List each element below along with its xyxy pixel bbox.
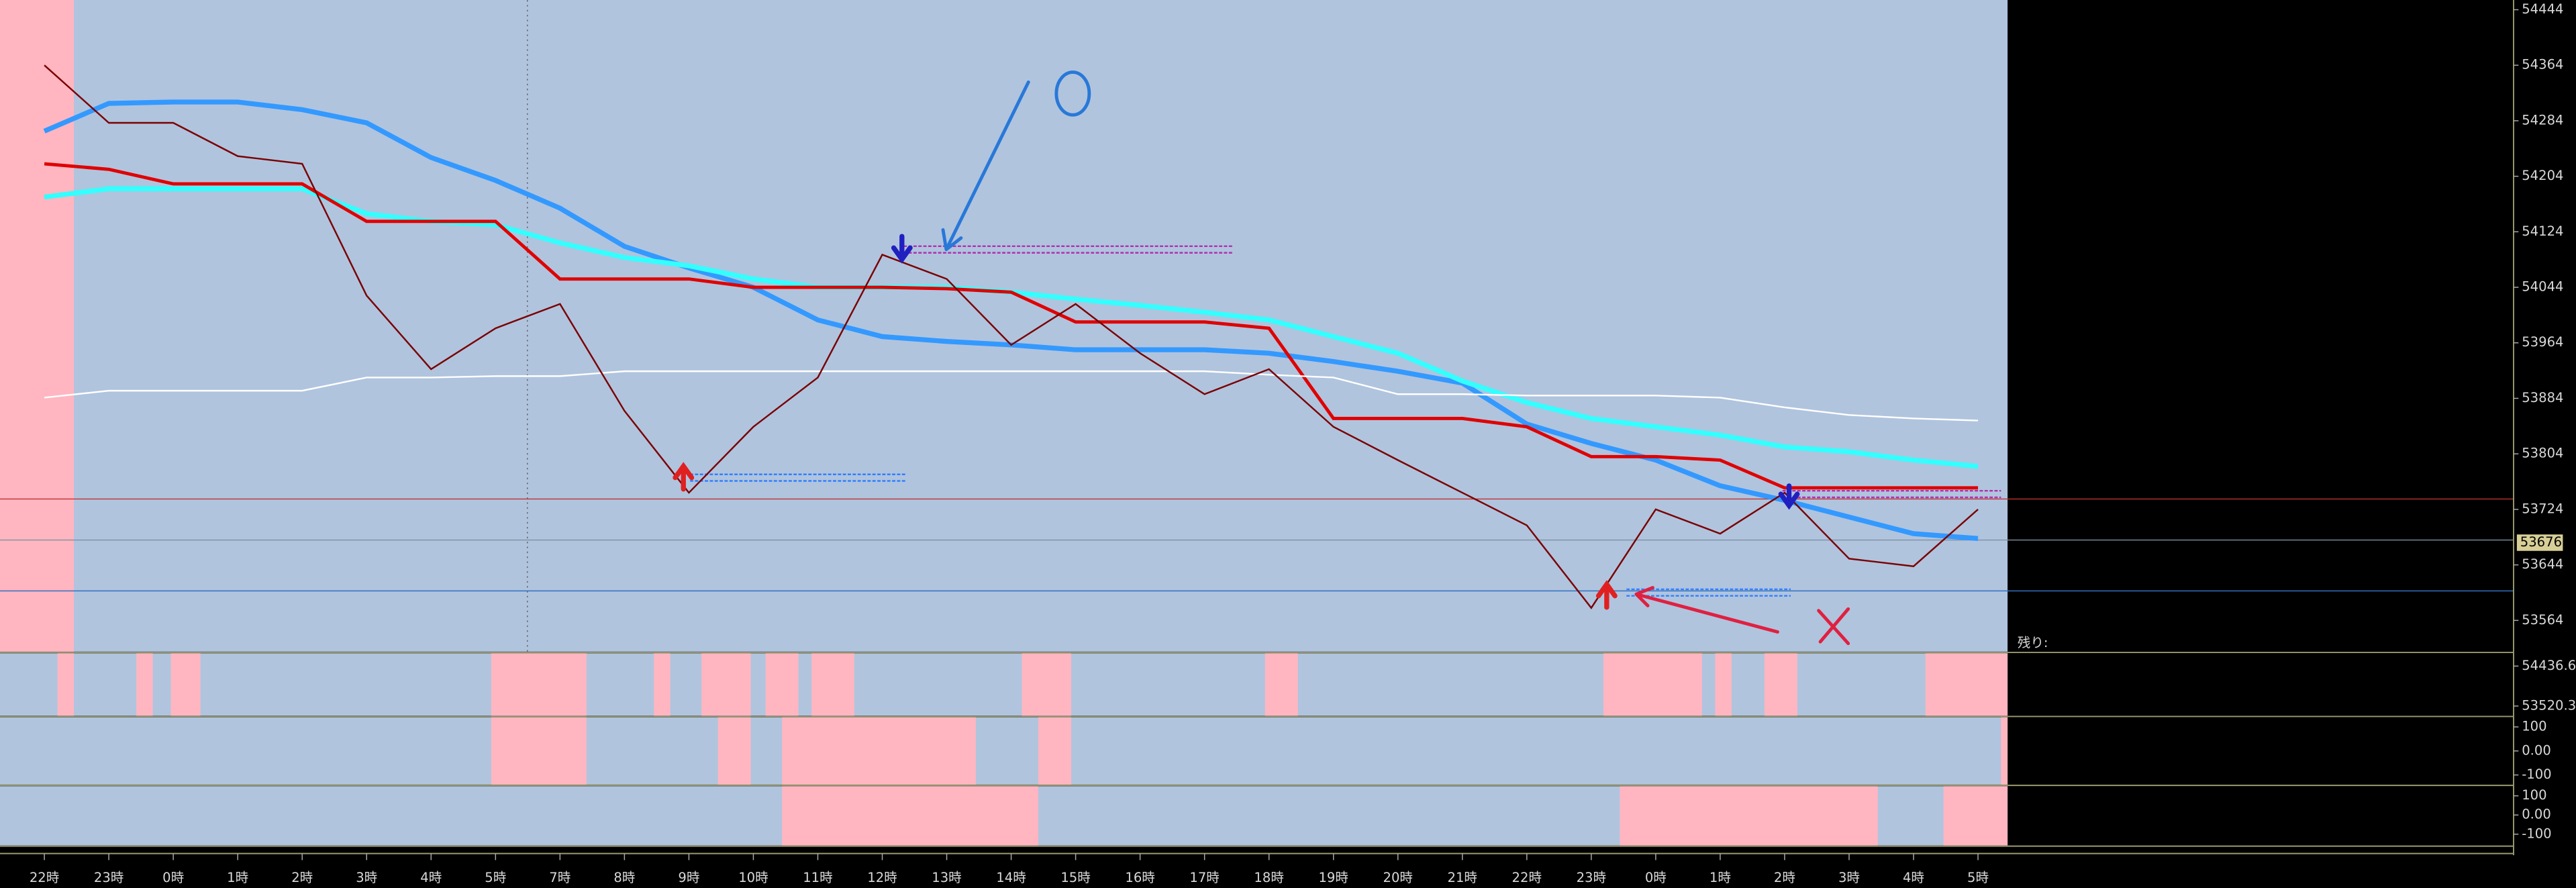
y-tick-label: 100 [2522,787,2546,803]
panel-1 [0,653,2008,716]
y-tick-label: 53644 [2522,556,2563,572]
x-tick-label: 2時 [1774,870,1795,885]
x-tick-label: 13時 [932,870,961,885]
y-tick-label: 0.00 [2522,807,2551,822]
series-line [44,64,1979,609]
y-tick-label: 53564 [2522,612,2563,628]
x-tick-label: 0時 [1645,870,1667,885]
x-tick-label: 22時 [1512,870,1542,885]
x-tick-label: 17時 [1189,870,1219,885]
x-tick-label: 7時 [549,870,571,885]
y-tick-label: 54204 [2522,168,2563,183]
x-tick-label: 23時 [94,870,123,885]
x-tick-label: 16時 [1125,870,1154,885]
x-tick-label: 1時 [227,870,248,885]
panel-2 [0,717,2008,785]
y-tick-label: 53804 [2522,446,2563,461]
y-tick-label: 100 [2522,719,2546,734]
x-tick-label: 22時 [30,870,59,885]
x-tick-label: 21時 [1448,870,1477,885]
x-tick-label: 2時 [291,870,313,885]
x-tick-label: 10時 [738,870,768,885]
session-shading [0,0,2008,846]
y-tick-label: 0.00 [2522,742,2551,758]
x-tick-label: 14時 [996,870,1026,885]
x-tick-label: 0時 [162,870,184,885]
x-tick-label: 11時 [803,870,832,885]
annotations [673,70,1850,646]
x-tick-label: 9時 [678,870,699,885]
y-tick-label: 54124 [2522,224,2563,239]
x-tick-label: 3時 [356,870,377,885]
x-tick-label: 1時 [1710,870,1731,885]
x-tick-label: 3時 [1838,870,1860,885]
y-tick-label: 53724 [2522,501,2563,516]
x-tick-label: 19時 [1318,870,1348,885]
y-tick-label: 54044 [2522,279,2563,295]
main-panel [0,0,2008,652]
remaining-label: 残り: [2018,635,2048,650]
series-line [44,370,1979,422]
price-label-box [2516,534,2563,551]
y-tick-label: 54444 [2522,1,2563,17]
y-tick-label: 54436.65 [2522,658,2576,673]
x-tick-label: 4時 [1903,870,1924,885]
x-tick-label: 5時 [1967,870,1989,885]
signal-zones [690,245,2001,597]
x-tick-label: 4時 [420,870,442,885]
series-layer [43,64,1979,609]
series-line [44,162,1979,490]
y-tick-label: 54364 [2522,57,2563,72]
y-tick-label: 54284 [2522,112,2563,128]
y-tick-label: 53884 [2522,390,2563,405]
x-tick-label: 15時 [1060,870,1090,885]
y-tick-label: -100 [2522,826,2551,841]
x-tick-label: 12時 [867,870,897,885]
y-tick-label: 53520.35 [2522,697,2576,713]
panel-borders [0,0,2514,856]
x-tick-label: 20時 [1383,870,1413,885]
x-tick-label: 8時 [613,870,635,885]
x-tick-label: 18時 [1254,870,1283,885]
x-tick-label: 5時 [485,870,506,885]
price-label: 53676 [2520,534,2562,550]
x-tick-label: 23時 [1577,870,1606,885]
y-tick-label: -100 [2522,767,2551,782]
y-tick-label: 53964 [2522,334,2563,350]
